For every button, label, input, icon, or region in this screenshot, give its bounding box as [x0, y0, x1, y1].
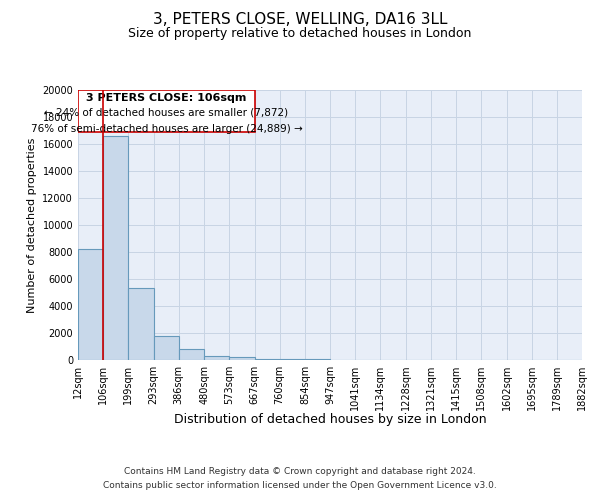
Text: 76% of semi-detached houses are larger (24,889) →: 76% of semi-detached houses are larger (…: [31, 124, 302, 134]
Bar: [204, 356, 229, 360]
Text: Size of property relative to detached houses in London: Size of property relative to detached ho…: [128, 28, 472, 40]
FancyBboxPatch shape: [78, 90, 255, 132]
Bar: [254, 358, 280, 360]
Text: ← 24% of detached houses are smaller (7,872): ← 24% of detached houses are smaller (7,…: [44, 108, 289, 118]
Text: 3 PETERS CLOSE: 106sqm: 3 PETERS CLOSE: 106sqm: [86, 92, 247, 102]
Text: 3, PETERS CLOSE, WELLING, DA16 3LL: 3, PETERS CLOSE, WELLING, DA16 3LL: [153, 12, 447, 28]
Bar: [103, 136, 128, 360]
X-axis label: Distribution of detached houses by size in London: Distribution of detached houses by size …: [173, 413, 487, 426]
Bar: [229, 358, 254, 360]
Bar: [154, 336, 179, 360]
Bar: [179, 349, 204, 360]
Y-axis label: Number of detached properties: Number of detached properties: [27, 138, 37, 312]
Bar: [78, 250, 103, 360]
Text: Contains public sector information licensed under the Open Government Licence v3: Contains public sector information licen…: [103, 481, 497, 490]
Text: Contains HM Land Registry data © Crown copyright and database right 2024.: Contains HM Land Registry data © Crown c…: [124, 467, 476, 476]
Bar: [128, 288, 154, 360]
